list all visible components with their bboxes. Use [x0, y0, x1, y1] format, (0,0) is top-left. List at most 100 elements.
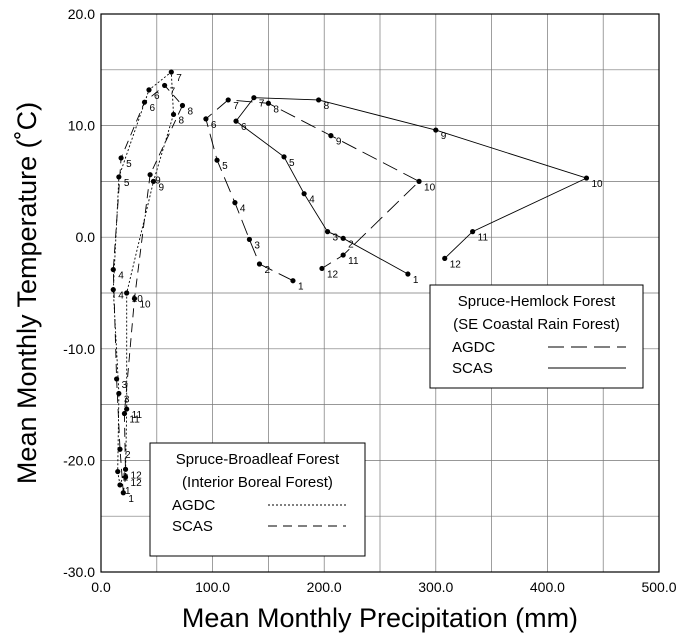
- legend-title: Spruce-Hemlock Forest: [458, 293, 616, 310]
- y-tick-label: 20.0: [68, 6, 95, 22]
- data-point: [179, 102, 186, 109]
- point-label: 7: [176, 73, 182, 84]
- x-tick-label: 200.0: [307, 579, 342, 595]
- point-label: 9: [441, 131, 447, 142]
- data-point: [405, 271, 411, 277]
- point-label: 12: [131, 478, 143, 489]
- data-point: [118, 155, 124, 161]
- data-point: [110, 287, 116, 293]
- data-point: [120, 490, 126, 496]
- point-label: 5: [289, 158, 295, 169]
- data-point: [114, 376, 120, 382]
- data-point: [168, 69, 174, 75]
- y-tick-label: 10.0: [68, 118, 95, 134]
- point-label: 3: [122, 380, 128, 391]
- legend-entry-label: SCAS: [172, 518, 213, 535]
- x-axis-title: Mean Monthly Precipitation (mm): [182, 603, 578, 633]
- y-tick-label: -30.0: [63, 564, 95, 580]
- point-label: 11: [348, 256, 359, 267]
- point-label: 6: [211, 120, 217, 131]
- legend-box: Spruce-Broadleaf Forest (Interior Boreal …: [149, 442, 366, 557]
- legend-layer: Spruce-Broadleaf Forest (Interior Boreal …: [149, 284, 644, 557]
- point-label: 10: [139, 300, 151, 311]
- point-label: 3: [254, 240, 260, 251]
- data-point: [121, 410, 128, 417]
- data-point: [116, 174, 122, 180]
- point-label: 11: [478, 233, 489, 244]
- plot-frame: [100, 13, 660, 573]
- data-point: [442, 255, 448, 262]
- point-label: 10: [132, 294, 144, 305]
- legend-entry-label: AGDC: [452, 339, 496, 356]
- point-label: 4: [240, 204, 246, 215]
- data-point: [203, 116, 209, 122]
- point-label: 11: [132, 410, 143, 421]
- data-point: [124, 406, 130, 412]
- point-label: 1: [125, 486, 131, 497]
- data-point: [433, 127, 439, 133]
- data-point: [214, 157, 220, 163]
- point-label: 10: [591, 179, 603, 190]
- point-label: 8: [273, 104, 279, 115]
- data-point: [141, 99, 148, 105]
- point-label: 8: [179, 115, 185, 126]
- point-label: 10: [424, 182, 436, 193]
- legend-entry-label: AGDC: [172, 497, 216, 514]
- data-point: [328, 133, 334, 139]
- series-line: [235, 97, 588, 275]
- x-tick-label: 100.0: [195, 579, 230, 595]
- point-label: 1: [128, 494, 134, 505]
- data-point: [301, 191, 307, 197]
- series-layer: 1234567891011121234567891011121234567891…: [110, 69, 603, 505]
- data-point: [290, 278, 296, 284]
- point-label: 5: [222, 161, 228, 172]
- point-label: 7: [233, 101, 239, 112]
- series-line: [205, 99, 420, 282]
- point-label: 4: [309, 195, 315, 206]
- tick-labels: 0.0 100.0 200.0 300.0 400.0 500.020.010.00.0-…: [63, 6, 677, 595]
- legend-subtitle: (SE Coastal Rain Forest): [453, 316, 620, 333]
- data-point: [150, 178, 157, 184]
- point-label: 5: [124, 178, 130, 189]
- y-tick-label: 0.0: [76, 229, 96, 245]
- point-label: 4: [118, 271, 124, 282]
- point-label: 6: [241, 122, 247, 133]
- point-label: 3: [333, 233, 339, 244]
- legend-subtitle: (Interior Boreal Forest): [182, 474, 333, 491]
- data-point: [281, 154, 287, 160]
- point-label: 4: [118, 291, 124, 302]
- point-label: 6: [150, 103, 156, 114]
- data-point: [124, 290, 130, 296]
- point-label: 7: [259, 99, 265, 110]
- data-point: [256, 261, 263, 267]
- data-point: [147, 172, 153, 178]
- point-label: 12: [450, 259, 462, 270]
- legend-frame: [149, 442, 366, 557]
- data-point: [117, 446, 123, 452]
- legend-box: Spruce-Hemlock Forest (SE Coastal Rain Fo…: [429, 284, 644, 389]
- x-tick-label: 0.0: [91, 579, 111, 595]
- data-point: [251, 95, 257, 101]
- point-label: 2: [264, 265, 270, 276]
- point-label: 1: [413, 275, 419, 286]
- data-point: [117, 482, 123, 488]
- point-label: 11: [129, 415, 140, 426]
- legend-frame: [429, 284, 644, 389]
- y-tick-label: -10.0: [63, 341, 95, 357]
- data-point: [232, 200, 238, 206]
- data-point: [583, 175, 590, 181]
- legend-entry-label: SCAS: [452, 360, 493, 377]
- point-label: 8: [187, 107, 193, 118]
- point-label: 5: [126, 159, 132, 170]
- data-point: [246, 236, 253, 243]
- data-point: [122, 474, 129, 480]
- data-point: [170, 111, 177, 118]
- data-point: [340, 235, 346, 241]
- x-tick-label: 400.0: [530, 579, 565, 595]
- data-point: [340, 252, 346, 258]
- x-tick-label: 500.0: [641, 579, 676, 595]
- data-point: [162, 82, 168, 89]
- data-point: [110, 266, 116, 273]
